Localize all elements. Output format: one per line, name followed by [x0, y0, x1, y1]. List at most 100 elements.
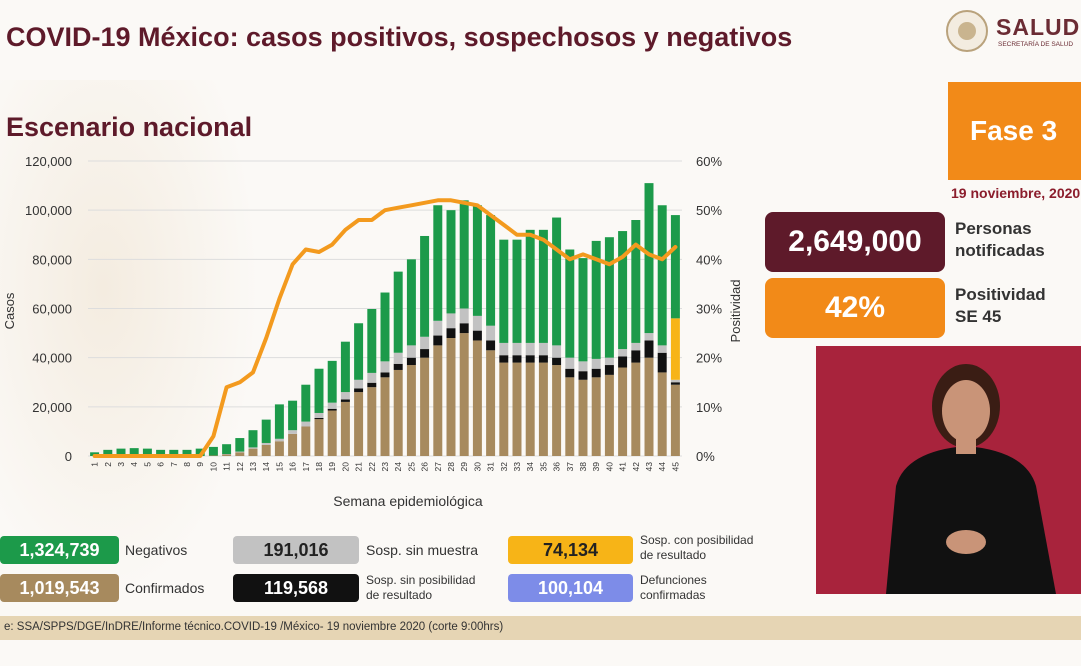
x-tick-label: 14	[261, 462, 271, 472]
bar-sin-posibilidad	[459, 323, 469, 334]
bar-negativos	[459, 200, 469, 309]
x-tick-label: 8	[182, 462, 192, 467]
bar-sin-muestra	[657, 345, 667, 353]
bar-confirmados	[631, 362, 641, 456]
x-tick-label: 34	[525, 462, 535, 472]
bar-confirmados	[420, 357, 430, 456]
bar-negativos	[657, 205, 667, 346]
bar-negativos	[433, 205, 443, 321]
x-tick-label: 6	[156, 462, 166, 467]
x-tick-label: 20	[340, 462, 350, 472]
positivity-label-line2: SE 45	[955, 307, 1002, 326]
bar-negativos	[578, 258, 588, 362]
x-tick-label: 23	[380, 462, 390, 472]
bar-negativos	[314, 368, 324, 413]
y2-tick-label: 20%	[696, 351, 722, 366]
bar-negativos	[340, 341, 350, 393]
phase-badge: Fase 3	[948, 82, 1081, 180]
bar-confirmados	[538, 362, 548, 456]
bar-negativos	[235, 438, 245, 452]
bar-sin-muestra	[393, 352, 403, 364]
bar-confirmados	[261, 444, 271, 456]
bar-sin-muestra	[354, 379, 364, 389]
x-tick-label: 17	[301, 462, 311, 472]
bar-confirmados	[486, 350, 496, 456]
x-tick-label: 40	[604, 462, 614, 472]
source-text: e: SSA/SPPS/DGE/InDRE/Informe técnico.CO…	[4, 621, 504, 633]
bar-negativos	[552, 217, 562, 346]
bar-negativos	[354, 323, 364, 380]
con-posibilidad-value-chip: 74,134	[508, 536, 633, 564]
bar-negativos	[261, 419, 271, 443]
bar-confirmados	[604, 374, 614, 456]
bar-sin-posibilidad	[327, 408, 337, 411]
x-tick-label: 42	[631, 462, 641, 472]
x-tick-label: 37	[565, 462, 575, 472]
bar-sin-muestra	[631, 342, 641, 351]
bar-confirmados	[406, 365, 416, 456]
bar-confirmados	[235, 452, 245, 456]
bar-sin-muestra	[327, 402, 337, 409]
x-tick-label: 25	[406, 462, 416, 472]
logo-subtitle: SECRETARÍA DE SALUD	[998, 41, 1074, 48]
sin-muestra-value-chip: 191,016	[233, 536, 359, 564]
bar-confirmados	[301, 426, 311, 456]
bar-sin-muestra	[235, 451, 245, 453]
bar-negativos	[499, 239, 509, 343]
bar-sin-posibilidad	[565, 368, 575, 378]
notified-value-box: 2,649,000	[765, 212, 945, 272]
salud-logo: SALUD SECRETARÍA DE SALUD	[946, 10, 1081, 56]
bar-negativos	[208, 446, 218, 456]
bar-sin-muestra	[367, 372, 377, 383]
bar-sin-muestra	[420, 336, 430, 350]
bar-sin-posibilidad	[314, 417, 324, 420]
bar-sin-muestra	[340, 392, 350, 400]
bar-negativos	[129, 448, 139, 456]
bar-confirmados	[512, 362, 522, 456]
bar-negativos	[420, 235, 430, 337]
bar-confirmados	[340, 401, 350, 456]
notified-label-line2: notificadas	[955, 241, 1045, 260]
bar-sin-posibilidad	[670, 382, 680, 385]
covid-chart: 0 20,000 40,000 60,000 80,000 100,000 120,000 0…	[2, 154, 743, 509]
background-decoration	[0, 80, 260, 600]
bar-confirmados	[222, 454, 232, 456]
bar-sin-posibilidad	[591, 368, 601, 378]
x-tick-label: 16	[288, 462, 298, 472]
bar-confirmados	[499, 362, 509, 456]
bar-confirmados	[472, 340, 482, 456]
bar-negativos	[670, 215, 680, 319]
x-tick-label: 21	[354, 462, 364, 472]
bar-confirmados	[591, 377, 601, 456]
y2-tick-label: 30%	[696, 302, 722, 317]
y2-tick-label: 60%	[696, 154, 722, 169]
bar-negativos	[248, 430, 258, 448]
x-tick-label: 1	[90, 462, 100, 467]
x-tick-label: 10	[208, 462, 218, 472]
negativos-label: Negativos	[125, 542, 188, 558]
positivity-value-box: 42%	[765, 278, 945, 338]
interpreter-figure	[886, 364, 1056, 594]
bar-negativos	[565, 249, 575, 358]
bar-sin-muestra	[578, 361, 588, 372]
con-posibilidad-label-line1: Sosp. con posibilidad	[640, 533, 754, 547]
seal-icon	[946, 10, 988, 52]
x-tick-label: 33	[512, 462, 522, 472]
bar-negativos	[644, 183, 654, 334]
bar-sin-muestra	[472, 315, 482, 331]
bar-negativos	[103, 449, 113, 456]
positivity-label-line1: Positividad	[955, 285, 1046, 304]
bar-sin-posibilidad	[367, 382, 377, 388]
bar-sin-posibilidad	[486, 340, 496, 351]
bar-confirmados	[248, 448, 258, 456]
bar-sin-muestra	[446, 313, 456, 329]
y2-axis-label: Positividad	[728, 280, 743, 343]
positivity-label: Positividad SE 45	[955, 284, 1046, 328]
x-tick-label: 18	[314, 462, 324, 472]
bar-sin-muestra	[380, 361, 390, 373]
bar-sin-posibilidad	[604, 365, 614, 375]
bar-negativos	[631, 220, 641, 343]
y-tick-label: 120,000	[25, 154, 72, 169]
x-tick-label: 19	[327, 462, 337, 472]
bar-negativos	[486, 215, 496, 326]
